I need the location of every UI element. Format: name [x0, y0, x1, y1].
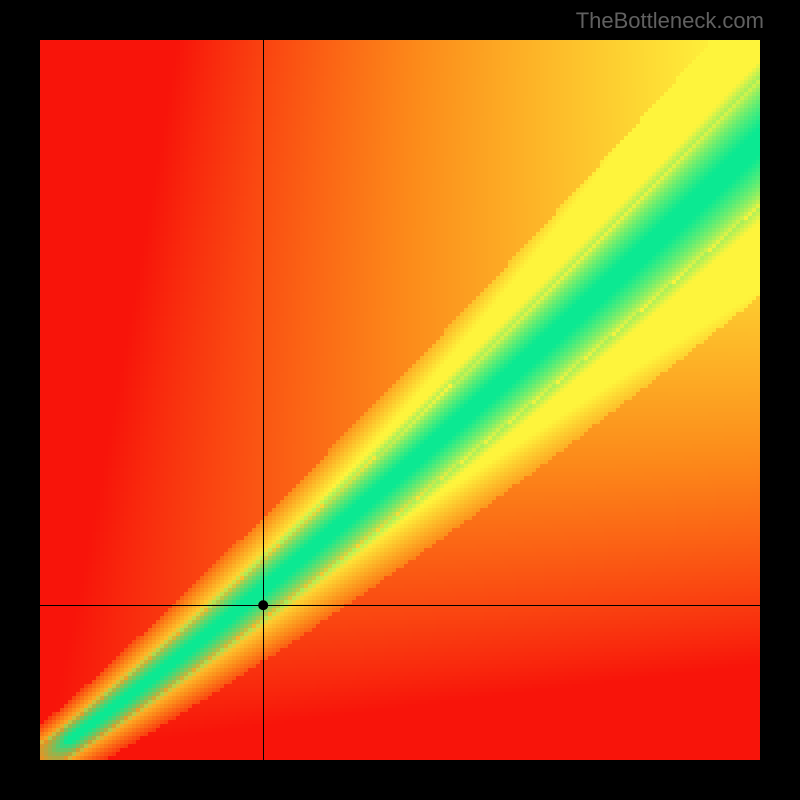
bottleneck-heatmap: [0, 0, 800, 800]
chart-container: TheBottleneck.com: [0, 0, 800, 800]
watermark-text: TheBottleneck.com: [576, 8, 764, 34]
